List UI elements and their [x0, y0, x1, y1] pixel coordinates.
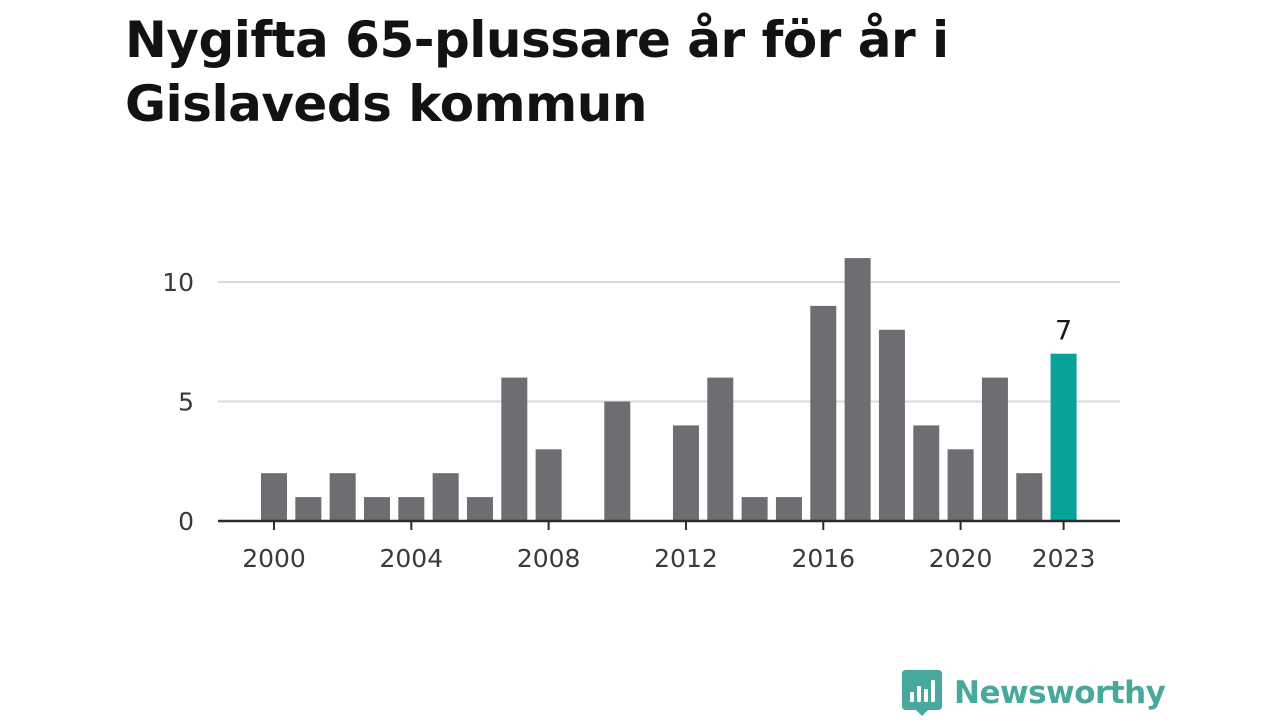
bar — [672, 425, 699, 521]
x-tick-label: 2016 — [791, 544, 855, 573]
bar — [741, 497, 768, 521]
bar — [261, 473, 287, 521]
bar — [501, 377, 528, 521]
bar — [295, 497, 322, 521]
y-tick-label: 5 — [178, 388, 194, 417]
brand-name: Newsworthy — [954, 675, 1166, 711]
bar — [707, 377, 734, 521]
chart-title: Nygifta 65-plussare år för år i Gislaved… — [125, 11, 949, 133]
bar — [844, 258, 871, 521]
bar — [398, 497, 425, 521]
bar — [466, 497, 493, 521]
data-label: 7 — [1055, 316, 1072, 347]
bar — [329, 473, 356, 521]
bar — [775, 497, 802, 521]
bar — [1016, 473, 1043, 521]
bar — [363, 497, 390, 521]
bar — [810, 305, 837, 521]
y-tick-label: 0 — [178, 507, 194, 536]
bar — [535, 449, 562, 521]
x-tick-label: 2008 — [517, 544, 581, 573]
newsworthy-logo-icon — [902, 670, 942, 716]
bar — [913, 425, 940, 521]
newsworthy-logo: Newsworthy — [902, 670, 1166, 716]
x-tick-label: 2020 — [929, 544, 993, 573]
x-tick-label: 2004 — [380, 544, 444, 573]
bar — [878, 329, 905, 521]
bar — [981, 377, 1008, 521]
bar — [604, 401, 631, 521]
x-tick-label: 2023 — [1032, 544, 1096, 573]
bar-highlight — [1050, 353, 1077, 521]
bar — [947, 449, 974, 521]
bar — [432, 473, 459, 521]
y-tick-label: 10 — [162, 268, 194, 297]
x-tick-label: 2012 — [654, 544, 718, 573]
x-tick-label: 2000 — [242, 544, 306, 573]
